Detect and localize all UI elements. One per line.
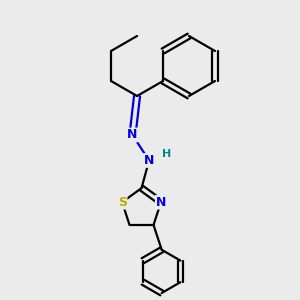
Text: N: N	[128, 128, 138, 142]
Text: N: N	[144, 154, 154, 167]
Text: N: N	[156, 196, 166, 209]
Text: S: S	[118, 196, 127, 209]
Text: H: H	[162, 149, 171, 160]
